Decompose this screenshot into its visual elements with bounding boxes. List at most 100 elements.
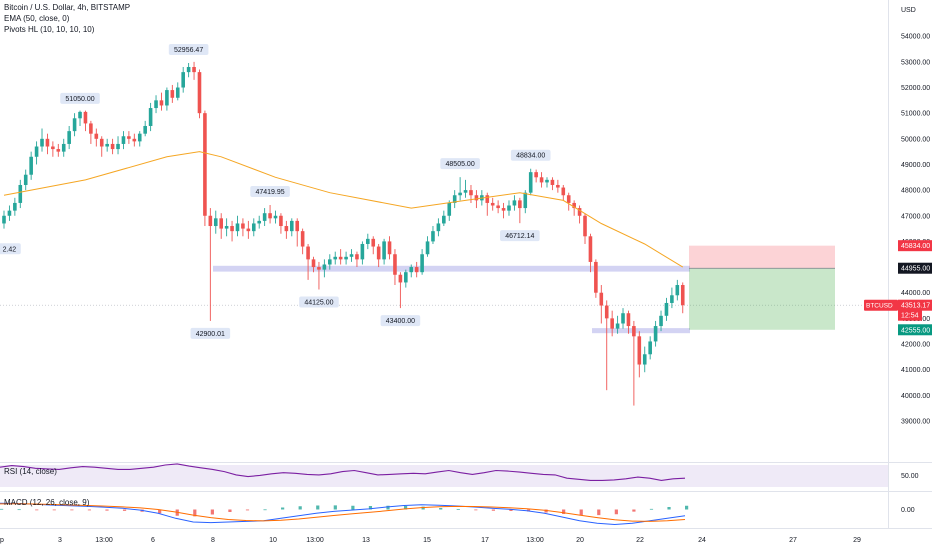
macd-histogram-bar: [403, 506, 408, 510]
pivot-zone: [213, 265, 690, 272]
y-tick-label: 51000.00: [901, 111, 930, 118]
rsi-legend[interactable]: RSI (14, close): [4, 467, 57, 476]
candle-body: [642, 354, 647, 365]
macd-histogram-bar: [333, 505, 337, 510]
candle-body: [485, 195, 490, 203]
y-tick-label: 41000.00: [901, 367, 930, 374]
candle-body: [273, 215, 278, 219]
pivot-label-bg: [0, 243, 21, 255]
candle-body: [561, 187, 566, 196]
candle-body: [67, 131, 71, 144]
candle-body: [322, 264, 327, 270]
candle-body: [632, 326, 636, 337]
candle-body: [2, 215, 6, 224]
candle-body: [213, 218, 218, 227]
macd-histogram-bar: [456, 509, 460, 510]
macd-histogram-bar: [368, 506, 373, 510]
x-tick-label: 6: [151, 537, 155, 544]
candle-body: [463, 190, 468, 193]
x-tick-label: 13: [362, 537, 370, 544]
pivot-label: 48505.00: [446, 161, 475, 168]
macd-line: [0, 502, 686, 526]
macd-histogram-bar: [70, 509, 74, 511]
candle-body: [664, 302, 669, 316]
candle-body: [409, 267, 414, 273]
candle-body: [181, 72, 185, 88]
candle-body: [257, 220, 262, 224]
pivot-label-bg: [168, 43, 209, 55]
candle-body: [83, 111, 88, 124]
y-tick-label: 50000.00: [901, 136, 930, 143]
macd-histogram-bar: [579, 509, 583, 516]
candle-body: [431, 231, 435, 242]
candle-body: [56, 149, 61, 152]
y-tick-label: 48000.00: [901, 188, 930, 195]
candle-body: [246, 228, 251, 232]
candle-body: [295, 220, 300, 232]
candle-body: [447, 202, 452, 216]
candle-body: [72, 118, 77, 132]
pivots-legend[interactable]: Pivots HL (10, 10, 10, 10): [4, 25, 95, 34]
candle-body: [474, 195, 479, 201]
x-tick-label: 13:00: [526, 537, 544, 544]
candle-body: [192, 66, 196, 73]
y-tick-label: 42000.00: [901, 342, 930, 349]
candle-body: [436, 223, 441, 232]
candle-body: [523, 192, 528, 209]
macd-histogram-bar: [421, 506, 425, 510]
macd-histogram-bar: [509, 509, 513, 511]
ema-legend[interactable]: EMA (50, close, 0): [4, 14, 70, 23]
x-tick-label: 13:00: [95, 537, 113, 544]
macd-histogram-bar: [281, 507, 285, 510]
y-tick-label: 47000.00: [901, 213, 930, 220]
pivot-label-bg: [60, 92, 100, 104]
candle-body: [262, 213, 267, 221]
macd-histogram-bar: [474, 509, 478, 511]
ema-line: [3, 151, 684, 268]
pivot-label: 42900.01: [196, 331, 225, 338]
candle-body: [376, 246, 381, 260]
candle-body: [203, 113, 207, 216]
candle-body: [452, 195, 457, 203]
candle-body: [105, 143, 109, 147]
x-tick-label: 3: [58, 537, 62, 544]
candle-body: [7, 210, 12, 216]
candle-body: [148, 108, 153, 126]
candle-body: [29, 156, 33, 175]
candle-body: [45, 138, 50, 147]
candle-body: [121, 136, 126, 144]
candle-body: [349, 254, 354, 257]
symbol-tag: BTCUSD: [866, 303, 893, 310]
candle-body: [51, 146, 55, 150]
pivot-label: 47419.95: [255, 189, 284, 196]
price-axis-label-bg: [898, 309, 922, 321]
pivot-label: 48834.00: [516, 153, 545, 160]
rsi-band: [0, 465, 888, 487]
candle-body: [653, 326, 658, 342]
candle-body: [159, 100, 164, 106]
pivot-label-bg: [500, 230, 540, 242]
macd-legend[interactable]: MACD (12, 26, close, 9): [4, 498, 90, 507]
candle-body: [360, 243, 365, 260]
candle-body: [355, 254, 359, 260]
candle-body: [545, 179, 549, 183]
candle-body: [594, 261, 598, 293]
candle-body: [393, 254, 397, 275]
candle-body: [371, 238, 376, 247]
candle-body: [442, 215, 446, 224]
macd-histogram-bar: [298, 506, 302, 510]
rsi-tick-label: 50.00: [901, 473, 919, 480]
signal-line: [0, 503, 686, 522]
macd-histogram-bar: [0, 508, 4, 510]
macd-histogram-bar: [193, 509, 197, 517]
y-tick-label: 39000.00: [901, 418, 930, 425]
candle-body: [621, 313, 625, 324]
candle-body: [648, 341, 652, 355]
candle-body: [235, 223, 240, 232]
price-axis-label: 44955.00: [901, 266, 930, 273]
rsi-line: [0, 463, 686, 481]
candle-body: [577, 208, 582, 216]
candle-body: [512, 200, 517, 206]
candle-body: [556, 184, 560, 188]
